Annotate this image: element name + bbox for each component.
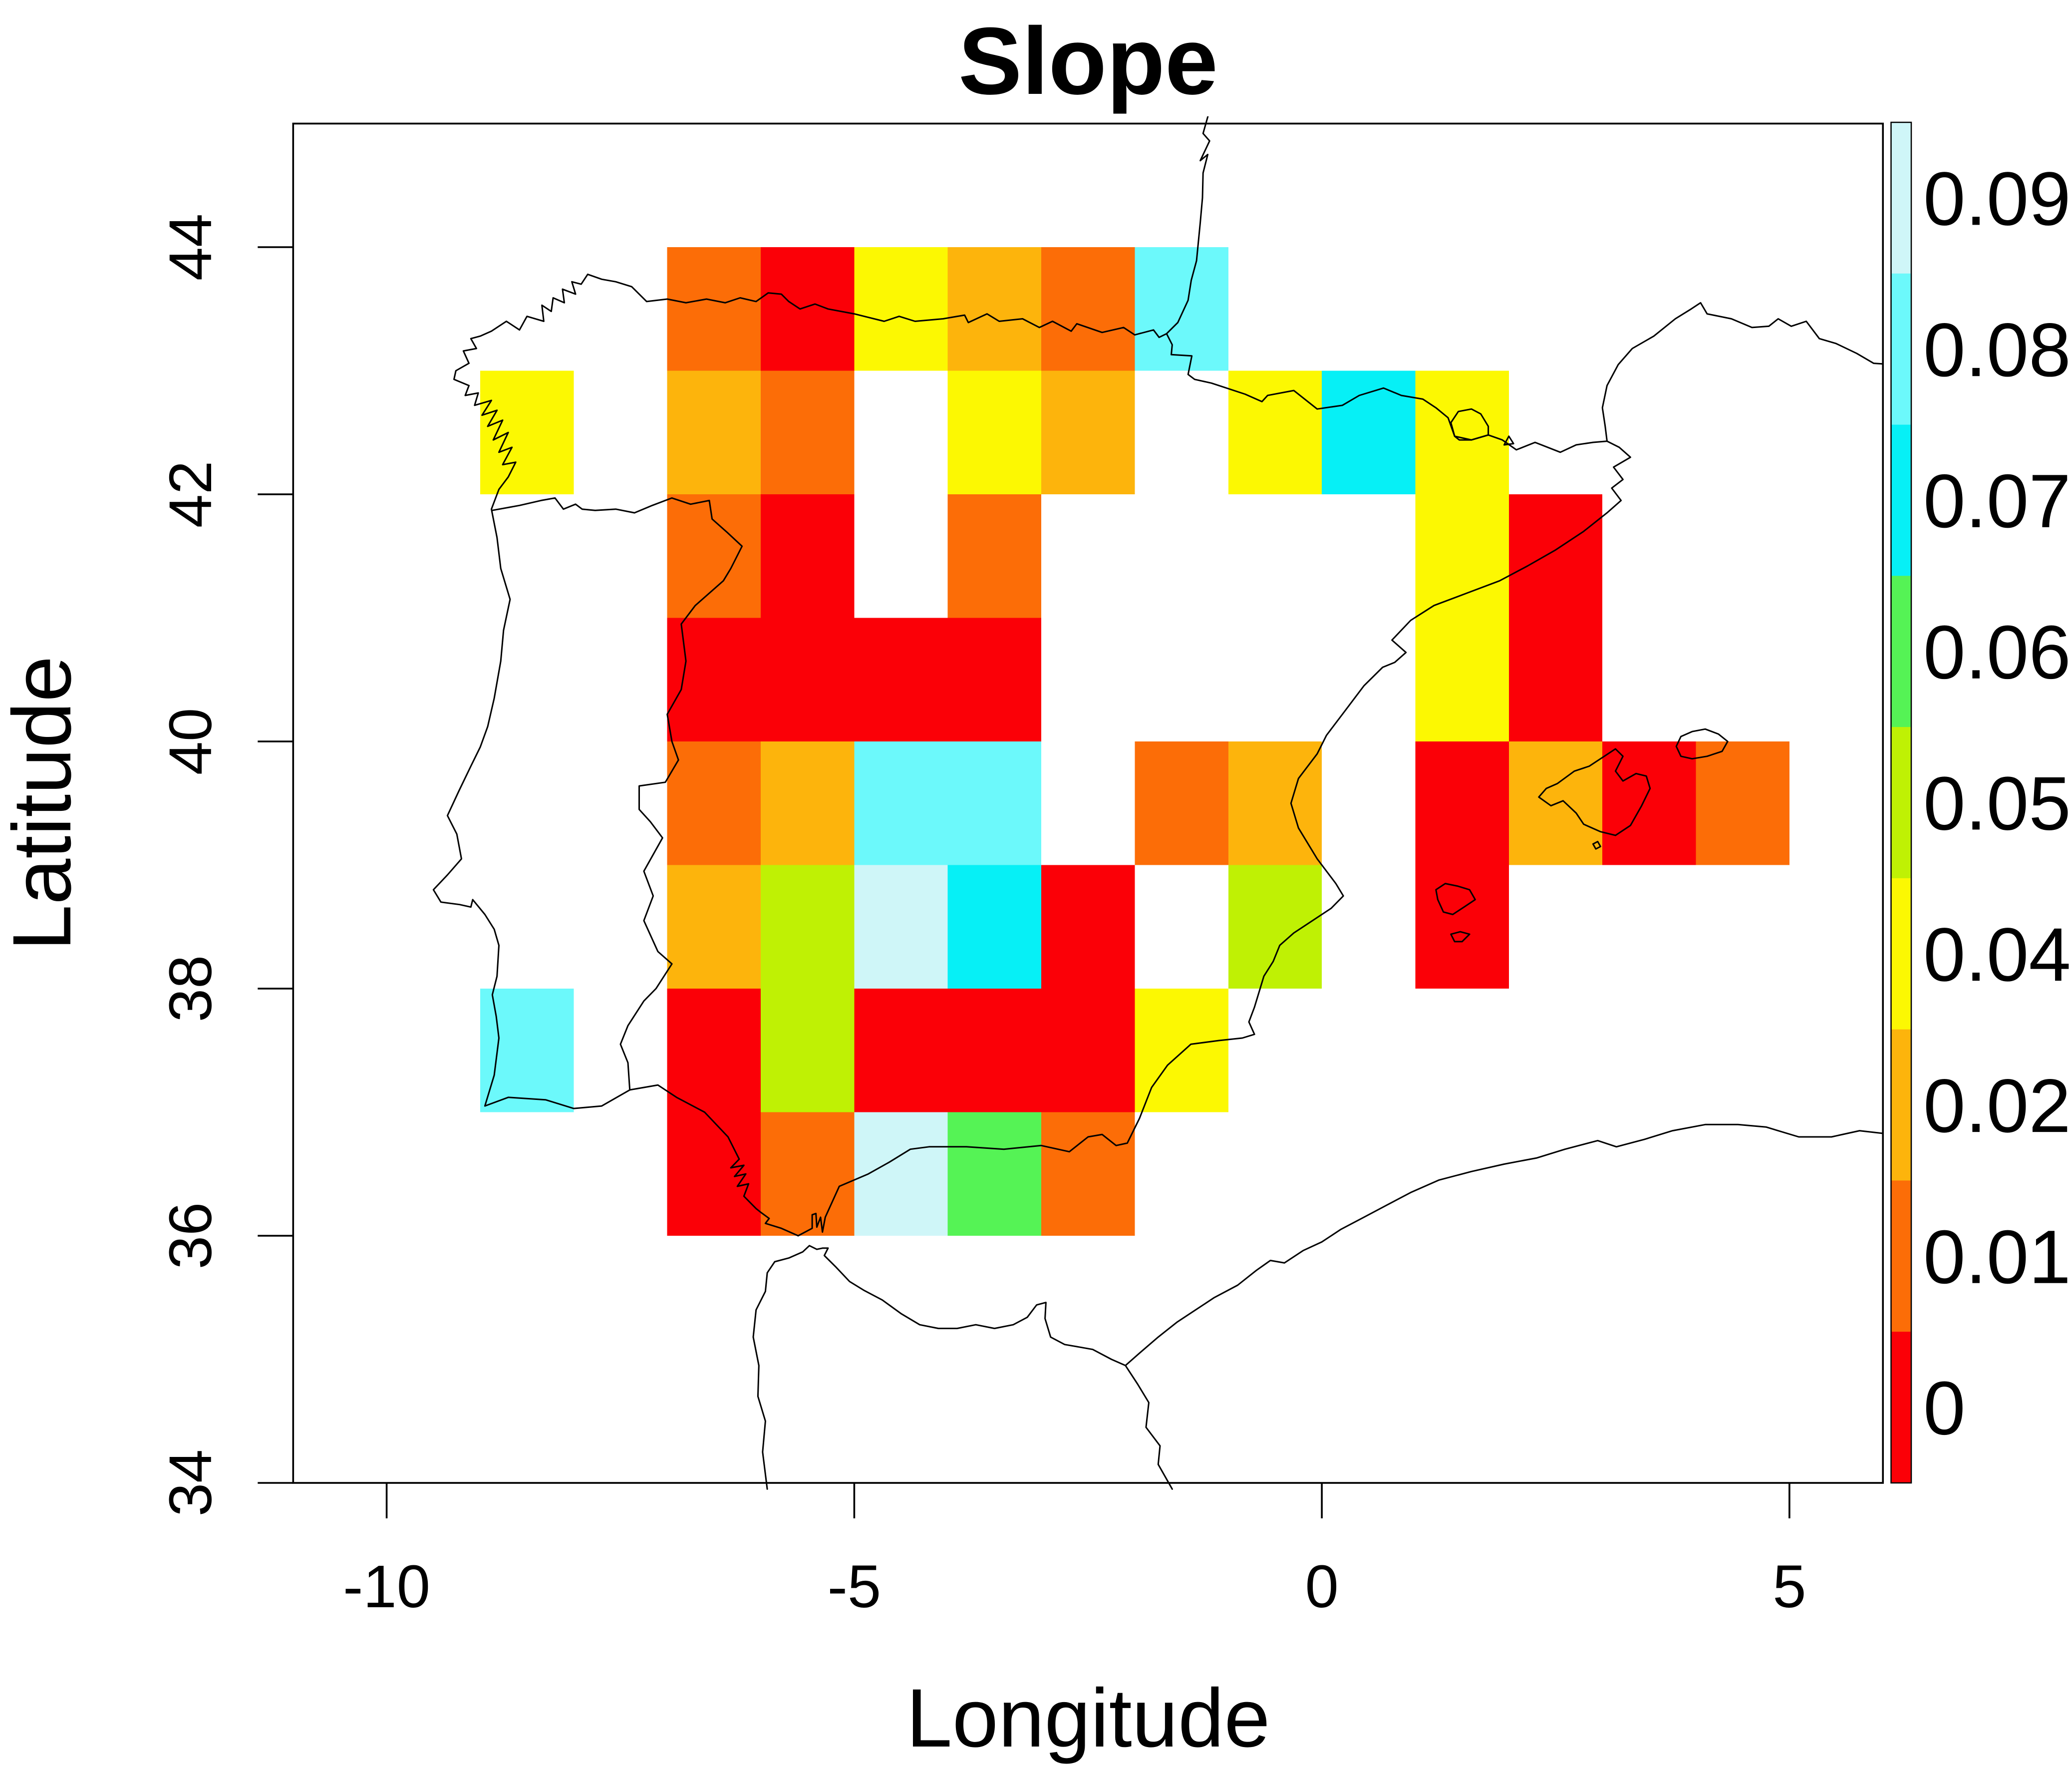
svg-text:0: 0 xyxy=(1923,1366,1966,1451)
svg-text:40: 40 xyxy=(156,708,224,775)
svg-text:-10: -10 xyxy=(343,1552,430,1620)
svg-text:0.07: 0.07 xyxy=(1923,459,2071,544)
svg-text:Longitude: Longitude xyxy=(906,1672,1270,1765)
svg-text:0.08: 0.08 xyxy=(1923,308,2071,392)
svg-text:38: 38 xyxy=(156,955,224,1023)
svg-text:5: 5 xyxy=(1773,1552,1806,1620)
svg-text:42: 42 xyxy=(156,461,224,528)
svg-text:0.02: 0.02 xyxy=(1923,1063,2071,1148)
svg-text:44: 44 xyxy=(156,214,224,281)
svg-text:0: 0 xyxy=(1305,1552,1338,1620)
svg-text:0.04: 0.04 xyxy=(1923,912,2071,997)
svg-text:36: 36 xyxy=(156,1202,224,1270)
svg-text:-5: -5 xyxy=(828,1552,882,1620)
svg-text:Slope: Slope xyxy=(958,8,1218,114)
svg-text:0.05: 0.05 xyxy=(1923,761,2071,846)
svg-text:Latitude: Latitude xyxy=(0,656,88,951)
svg-text:0.09: 0.09 xyxy=(1923,156,2071,241)
svg-text:34: 34 xyxy=(156,1449,224,1517)
svg-text:0.01: 0.01 xyxy=(1923,1215,2071,1300)
svg-text:0.06: 0.06 xyxy=(1923,610,2071,695)
